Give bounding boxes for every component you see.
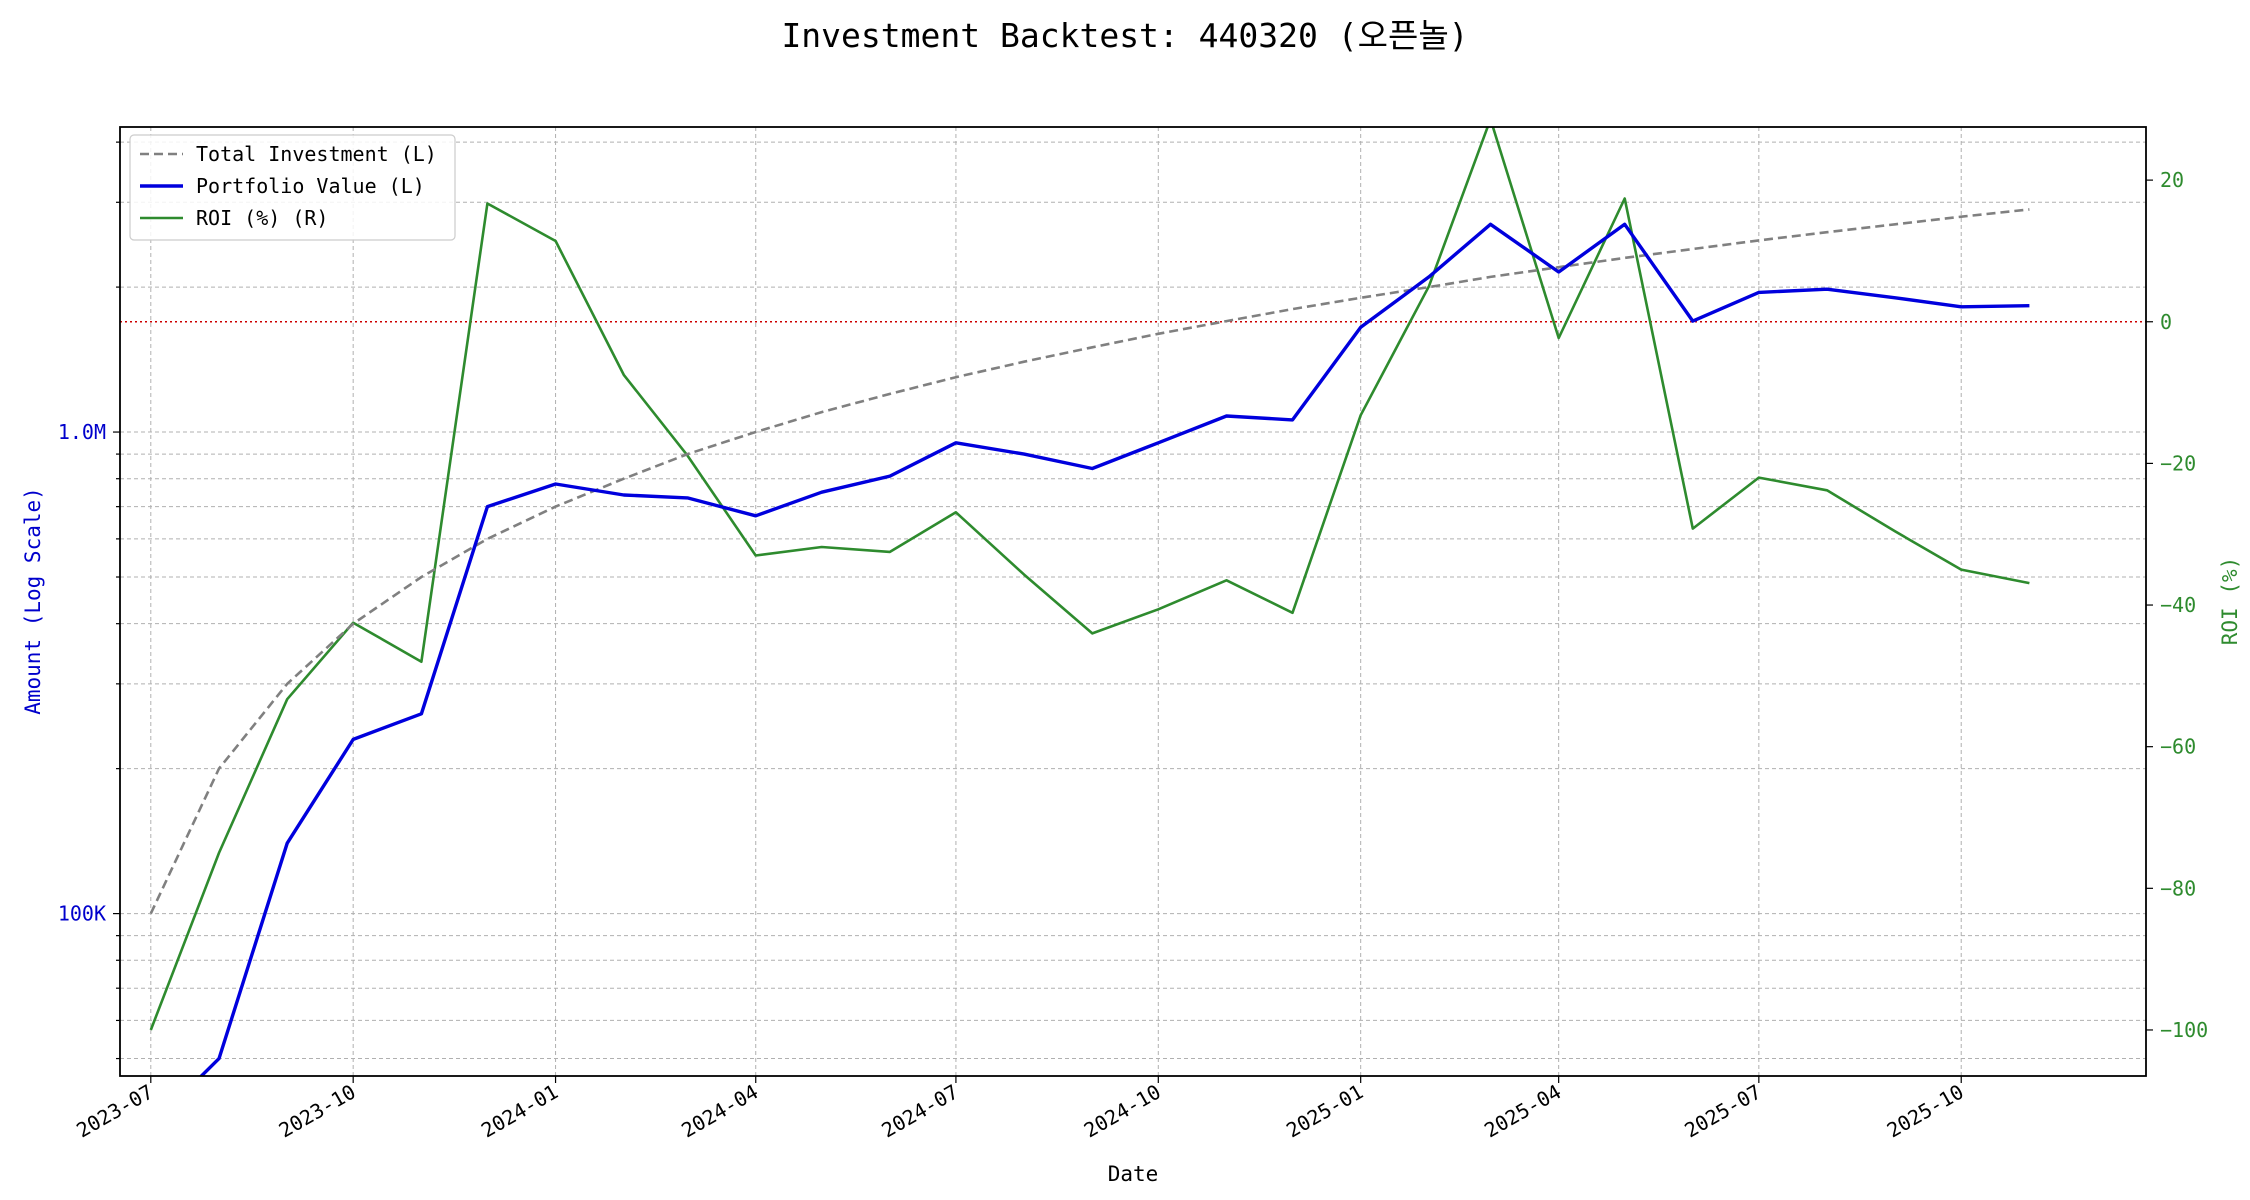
y-right-tick-label: −80 <box>2160 876 2196 900</box>
x-tick-label: 2024-04 <box>677 1080 762 1143</box>
chart-title: Investment Backtest: 440320 (오픈놀) <box>781 16 1468 55</box>
y-axis-right-label: ROI (%) <box>2218 557 2242 646</box>
x-tick-label: 2025-01 <box>1282 1080 1367 1143</box>
y-right-tick-label: −40 <box>2160 593 2196 617</box>
legend-entry-label: Portfolio Value (L) <box>196 174 425 198</box>
legend-entry-label: Total Investment (L) <box>196 142 437 166</box>
legend-box <box>129 134 456 241</box>
x-tick-label: 2023-07 <box>72 1080 157 1143</box>
grid-layer <box>120 127 2146 1076</box>
x-tick-label: 2024-01 <box>477 1080 562 1143</box>
series-line-portfolio-value-l <box>198 222 2030 1076</box>
series-line-roi-r <box>149 127 2030 1031</box>
x-tick-label: 2024-10 <box>1080 1080 1165 1143</box>
legend-entry-label: ROI (%) (R) <box>196 206 328 230</box>
series-line-total-investment-l <box>149 208 2030 915</box>
y-left-tick-label: 1.0M <box>58 420 106 444</box>
x-tick-label: 2024-07 <box>877 1080 962 1143</box>
plot-frame <box>119 126 2147 1077</box>
x-tick-label: 2023-10 <box>275 1080 360 1143</box>
x-tick-label: 2025-07 <box>1680 1080 1765 1143</box>
legend: Total Investment (L) Portfolio Value (L) R… <box>129 134 456 241</box>
y-right-tick-label: 0 <box>2160 310 2172 334</box>
y-right-tick-label: 20 <box>2160 168 2184 192</box>
y-right-tick-label: −60 <box>2160 735 2196 759</box>
y-right-tick-label: −20 <box>2160 451 2196 475</box>
x-axis-label: Date <box>1108 1162 1159 1186</box>
series-layer <box>149 127 2030 1076</box>
x-tick-label: 2025-04 <box>1480 1080 1565 1143</box>
y-left-tick-label: 100K <box>58 902 106 926</box>
y-right-tick-label: −100 <box>2160 1018 2208 1042</box>
x-tick-label: 2025-10 <box>1883 1080 1968 1143</box>
y-axis-left-label: Amount (Log Scale) <box>21 487 45 715</box>
ticks-layer: 2023-07 2023-10 2024-01 2024-04 2024-07 2024-… <box>58 141 2208 1143</box>
